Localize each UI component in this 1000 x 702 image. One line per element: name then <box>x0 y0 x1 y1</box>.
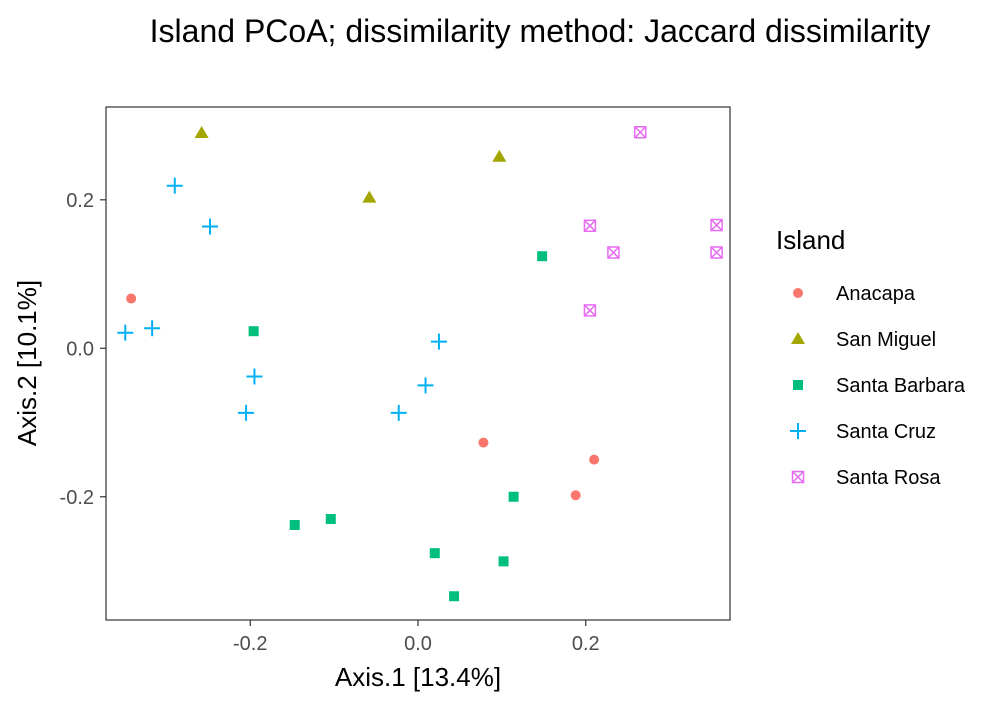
point-santa-cruz <box>390 404 407 421</box>
x-axis-title: Axis.1 [13.4%] <box>335 662 501 692</box>
point-san-miguel <box>362 190 377 203</box>
point-anacapa <box>570 490 581 501</box>
point-santa-cruz <box>144 320 161 337</box>
point-santa-barbara <box>537 251 548 262</box>
point-santa-cruz <box>417 377 434 394</box>
data-points <box>117 125 723 602</box>
point-santa-rosa <box>634 125 647 139</box>
point-santa-barbara <box>248 326 259 337</box>
point-santa-rosa <box>710 246 723 259</box>
point-santa-barbara <box>508 491 519 502</box>
legend-title: Island <box>776 225 845 255</box>
y-axis: -0.2 0.0 0.2 <box>60 190 106 509</box>
legend-label-anacapa: Anacapa <box>836 283 916 305</box>
point-santa-cruz <box>238 404 255 421</box>
legend-label-santa-cruz: Santa Cruz <box>836 421 936 443</box>
point-santa-barbara <box>449 591 460 602</box>
y-axis-title: Axis.2 [10.1%] <box>12 280 42 446</box>
legend-key-santa-cruz <box>790 423 806 439</box>
point-santa-rosa <box>583 219 597 233</box>
legend-key-anacapa <box>793 288 803 298</box>
legend: Island Anacapa San Miguel Santa Barbara San… <box>776 225 966 489</box>
legend-label-santa-rosa: Santa Rosa <box>836 467 941 489</box>
point-santa-cruz <box>117 324 134 341</box>
y-tick-label: 0.0 <box>66 338 94 360</box>
plot-panel <box>105 106 731 621</box>
point-anacapa <box>126 293 137 304</box>
point-santa-rosa <box>607 246 620 259</box>
x-axis: -0.2 0.0 0.2 <box>233 620 600 655</box>
point-san-miguel <box>194 125 209 139</box>
x-tick-label: 0.2 <box>572 633 600 655</box>
point-santa-cruz <box>430 333 447 350</box>
point-anacapa <box>478 437 489 448</box>
legend-key-san-miguel <box>791 332 805 345</box>
point-santa-cruz <box>246 368 263 385</box>
point-santa-barbara <box>498 556 509 567</box>
point-santa-barbara <box>289 519 300 530</box>
y-tick-label: -0.2 <box>60 487 94 509</box>
point-santa-cruz <box>166 177 183 194</box>
point-anacapa <box>589 454 600 465</box>
legend-key-santa-barbara <box>793 380 803 390</box>
chart-title: Island PCoA; dissimilarity method: Jacca… <box>150 13 931 49</box>
legend-label-santa-barbara: Santa Barbara <box>836 375 966 397</box>
x-tick-label: -0.2 <box>233 633 267 655</box>
point-santa-barbara <box>325 514 336 525</box>
point-santa-rosa <box>710 218 723 232</box>
point-san-miguel <box>492 149 507 162</box>
y-tick-label: 0.2 <box>66 190 94 212</box>
point-santa-barbara <box>429 548 440 559</box>
legend-key-santa-rosa <box>791 470 805 484</box>
legend-label-san-miguel: San Miguel <box>836 329 936 351</box>
x-tick-label: 0.0 <box>404 633 432 655</box>
point-santa-rosa <box>583 304 597 317</box>
point-santa-cruz <box>202 218 218 235</box>
